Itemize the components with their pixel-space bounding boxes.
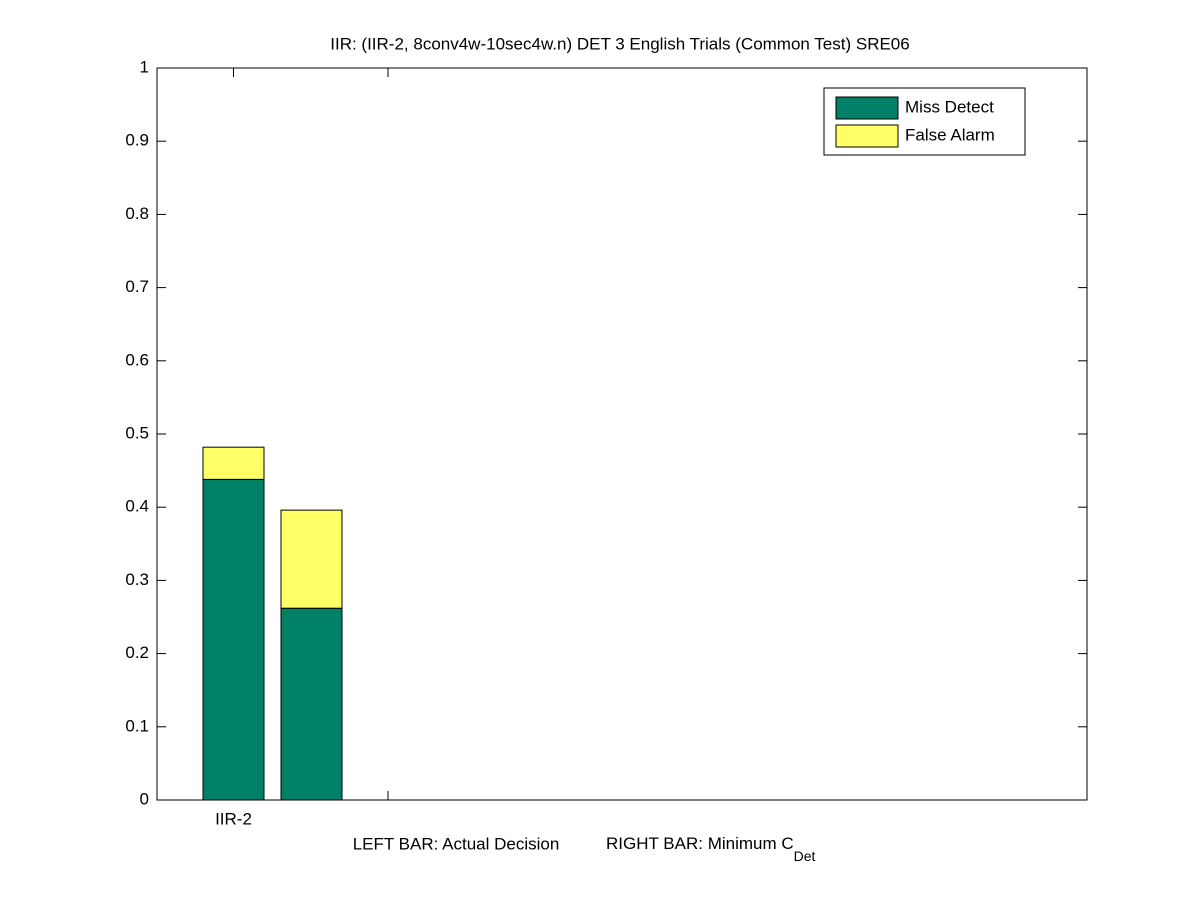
x-tick-label: IIR-2 — [215, 809, 252, 828]
legend-swatch — [835, 96, 899, 120]
bar-segment — [280, 607, 343, 801]
legend-label: Miss Detect — [905, 97, 994, 116]
y-tick-label: 0.4 — [125, 497, 149, 516]
y-tick-label: 0.8 — [125, 204, 149, 223]
y-tick-label: 1 — [140, 57, 149, 76]
x-axis-label: RIGHT BAR: Minimum CDet — [606, 834, 816, 863]
y-tick-label: 0.1 — [125, 716, 149, 735]
bar-segment — [202, 446, 265, 480]
x-axis-label-subscript: Det — [794, 848, 816, 864]
y-tick-label: 0 — [140, 789, 149, 808]
chart-title: IIR: (IIR-2, 8conv4w-10sec4w.n) DET 3 En… — [330, 34, 909, 53]
legend-label: False Alarm — [905, 125, 995, 144]
legend-swatch — [835, 124, 899, 148]
y-tick-label: 0.9 — [125, 131, 149, 150]
y-tick-label: 0.2 — [125, 643, 149, 662]
y-tick-label: 0.7 — [125, 277, 149, 296]
bar-segment — [280, 509, 343, 609]
y-tick-label: 0.3 — [125, 570, 149, 589]
x-axis-label-main: RIGHT BAR: Minimum C — [606, 834, 794, 853]
bar-segment — [202, 478, 265, 801]
x-axis-label: LEFT BAR: Actual Decision — [353, 834, 560, 853]
y-tick-label: 0.5 — [125, 423, 149, 442]
y-tick-label: 0.6 — [125, 350, 149, 369]
